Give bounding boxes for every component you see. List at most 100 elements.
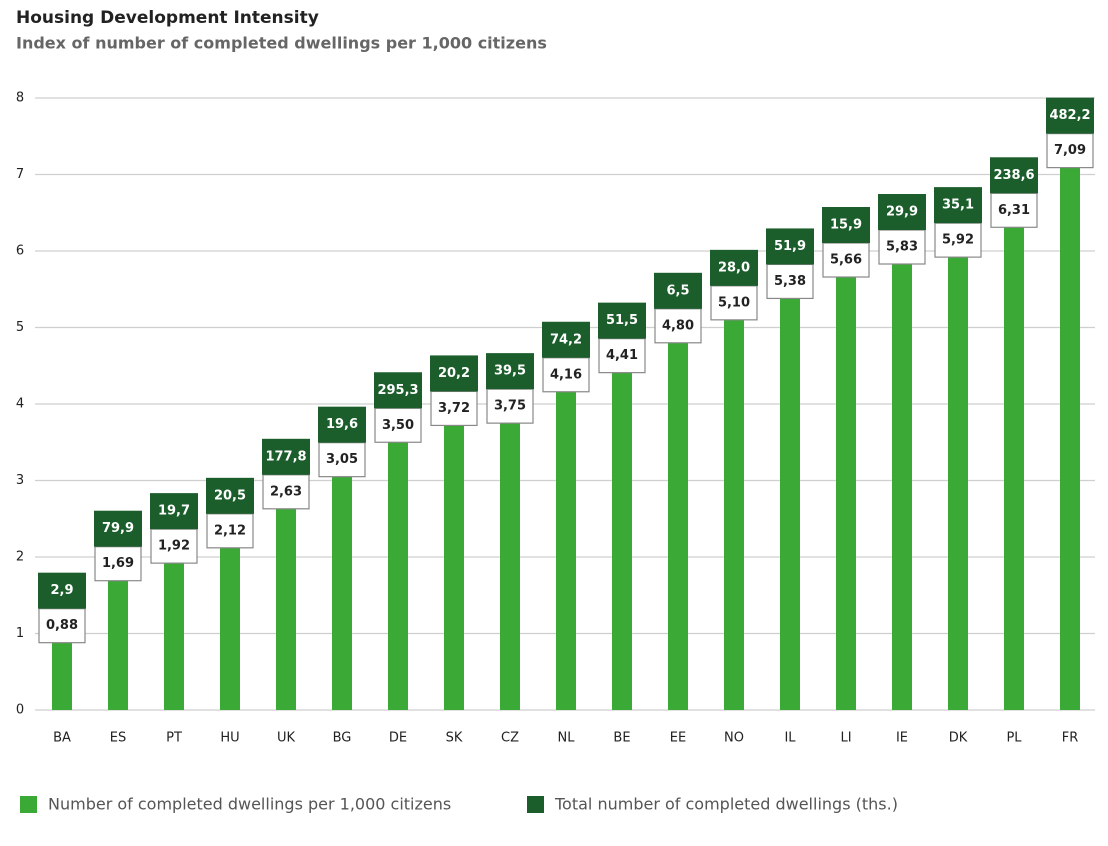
bar <box>724 319 744 710</box>
value-label: 3,75 <box>494 399 526 414</box>
total-box <box>150 493 198 530</box>
total-box <box>822 207 870 244</box>
y-tick-label: 0 <box>16 703 24 718</box>
bar <box>500 423 520 710</box>
x-tick-label: IE <box>896 731 908 746</box>
total-label: 51,9 <box>774 239 806 254</box>
total-box <box>486 353 534 390</box>
y-tick-label: 6 <box>16 244 24 259</box>
value-box <box>1046 133 1094 169</box>
total-label: 39,5 <box>494 364 526 379</box>
value-label: 5,38 <box>774 274 806 289</box>
value-label: 3,72 <box>438 401 470 416</box>
bar <box>1004 227 1024 710</box>
value-box <box>822 242 870 278</box>
total-box <box>766 228 814 265</box>
value-label: 7,09 <box>1054 143 1086 158</box>
total-label: 74,2 <box>550 332 582 347</box>
x-tick-label: HU <box>220 731 239 746</box>
x-tick-label: PL <box>1006 731 1022 746</box>
chart-title: Housing Development Intensity <box>16 8 319 28</box>
total-label: 15,9 <box>830 218 862 233</box>
value-box <box>262 474 310 510</box>
total-label: 177,8 <box>265 449 306 464</box>
value-label: 5,92 <box>942 233 974 248</box>
value-box <box>934 222 982 258</box>
value-box <box>710 285 758 321</box>
bar <box>108 580 128 710</box>
y-tick-label: 1 <box>16 626 24 641</box>
value-box <box>94 546 142 582</box>
x-tick-label: FR <box>1062 731 1079 746</box>
legend-label: Number of completed dwellings per 1,000 … <box>48 795 451 814</box>
total-label: 29,9 <box>886 205 918 220</box>
value-label: 2,63 <box>270 484 302 499</box>
bar <box>220 547 240 710</box>
bar <box>668 342 688 710</box>
total-box <box>598 302 646 339</box>
value-box <box>486 388 534 424</box>
bar <box>276 508 296 710</box>
legend-label: Total number of completed dwellings (ths… <box>554 795 898 814</box>
total-box <box>374 372 422 409</box>
total-box <box>542 321 590 358</box>
legend-swatch <box>20 796 37 813</box>
value-label: 6,31 <box>998 203 1030 218</box>
bar <box>836 277 856 710</box>
x-tick-label: BA <box>53 731 71 746</box>
total-label: 482,2 <box>1049 108 1090 123</box>
x-tick-label: LI <box>840 731 851 746</box>
value-label: 4,80 <box>662 318 694 333</box>
legend-swatch <box>527 796 544 813</box>
value-box <box>150 528 198 564</box>
total-box <box>990 157 1038 194</box>
total-box <box>710 249 758 286</box>
value-label: 4,41 <box>606 348 638 363</box>
bar <box>388 442 408 710</box>
bar <box>612 372 632 710</box>
bar <box>1060 167 1080 711</box>
total-box <box>430 355 478 392</box>
bar <box>332 476 352 710</box>
value-label: 4,16 <box>550 367 582 382</box>
total-label: 238,6 <box>993 168 1034 183</box>
total-label: 20,2 <box>438 366 470 381</box>
x-tick-label: CZ <box>501 731 519 746</box>
x-tick-label: BE <box>613 731 630 746</box>
y-tick-label: 2 <box>16 550 24 565</box>
y-tick-label: 7 <box>16 167 24 182</box>
value-box <box>878 229 926 265</box>
x-tick-label: UK <box>277 731 296 746</box>
total-label: 51,5 <box>606 313 638 328</box>
value-box <box>598 338 646 374</box>
bar <box>556 391 576 710</box>
value-label: 5,83 <box>886 240 918 255</box>
total-label: 19,6 <box>326 417 358 432</box>
total-label: 19,7 <box>158 504 190 519</box>
chart-subtitle: Index of number of completed dwellings p… <box>16 34 547 53</box>
value-box <box>542 357 590 393</box>
y-tick-label: 3 <box>16 473 24 488</box>
total-box <box>1046 97 1094 134</box>
value-label: 3,05 <box>326 452 358 467</box>
value-box <box>374 407 422 443</box>
total-label: 295,3 <box>377 383 418 398</box>
y-tick-label: 5 <box>16 320 24 335</box>
total-label: 20,5 <box>214 488 246 503</box>
x-tick-label: BG <box>333 731 352 746</box>
y-tick-label: 4 <box>16 397 24 412</box>
x-tick-label: EE <box>670 731 686 746</box>
value-label: 0,88 <box>46 618 78 633</box>
x-tick-label: ES <box>110 731 126 746</box>
bar <box>164 563 184 710</box>
value-label: 1,92 <box>158 539 190 554</box>
x-tick-label: NL <box>558 731 576 746</box>
total-box <box>206 477 254 514</box>
value-label: 2,12 <box>214 523 246 538</box>
bar <box>780 298 800 710</box>
x-tick-label: IL <box>784 731 796 746</box>
total-box <box>318 406 366 443</box>
value-label: 1,69 <box>102 556 134 571</box>
bar <box>948 257 968 710</box>
